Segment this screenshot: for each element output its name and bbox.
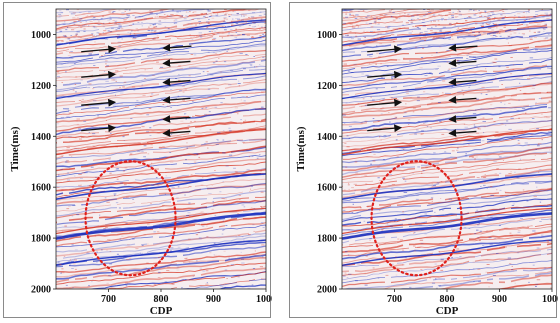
y-tick-label: 1600 — [317, 183, 337, 194]
x-tick-label: 700 — [101, 294, 116, 305]
fault-arrow-left-pointing — [162, 129, 191, 137]
x-tick-label: 1000 — [542, 294, 558, 305]
x-tick-label: 800 — [154, 294, 169, 305]
fault-arrow-left-pointing — [162, 78, 191, 86]
fault-arrow-left-pointing — [448, 78, 477, 86]
y-tick-label: 1200 — [317, 81, 337, 92]
y-tick-label: 1000 — [31, 30, 51, 41]
x-tick-label: 1000 — [256, 294, 272, 305]
y-tick-label: 1400 — [317, 132, 337, 143]
y-tick-label: 2000 — [317, 285, 337, 296]
fault-arrow-left-pointing — [448, 129, 477, 137]
seismic-panel-left: 700 800 900 1000 1000 1200 1400 1600 1800 2000 CDP… — [3, 2, 272, 318]
fault-arrow-left-pointing — [448, 59, 477, 67]
y-tick-label: 1000 — [317, 30, 337, 41]
y-tick-label: 1200 — [31, 81, 51, 92]
y-tick-label: 1600 — [31, 183, 51, 194]
y-tick-label: 1800 — [31, 234, 51, 245]
x-tick-label: 900 — [206, 294, 221, 305]
fault-arrow-right-pointing — [81, 124, 117, 133]
fault-arrow-right-pointing — [367, 70, 403, 79]
x-tick-label: 800 — [440, 294, 455, 305]
fault-arrow-right-pointing — [367, 45, 403, 54]
seismic-panel-right: 700 800 900 1000 1000 1200 1400 1600 1800 2000 CDP… — [289, 2, 558, 318]
fault-arrow-right-pointing — [367, 124, 403, 133]
y-axis-label: Time(ms) — [295, 126, 307, 171]
y-tick-label: 1800 — [317, 234, 337, 245]
fault-arrow-left-pointing — [162, 115, 191, 123]
fault-arrow-left-pointing — [162, 43, 192, 52]
x-axis-label: CDP — [150, 305, 173, 317]
fault-arrow-right-pointing — [367, 98, 403, 107]
x-axis-label: CDP — [436, 305, 459, 317]
y-tick-label: 1400 — [31, 132, 51, 143]
seismic-section-right: 700 800 900 1000 1000 1200 1400 1600 1800 2000 CDP… — [295, 8, 558, 317]
fault-arrow-right-pointing — [81, 45, 117, 54]
fault-arrow-left-pointing — [162, 59, 191, 67]
fault-arrow-right-pointing — [81, 98, 117, 107]
y-tick-label: 2000 — [31, 285, 51, 296]
seismic-image — [56, 9, 266, 289]
fault-arrow-left-pointing — [448, 95, 477, 104]
fault-arrow-right-pointing — [81, 70, 117, 79]
fault-arrow-left-pointing — [448, 115, 477, 123]
seismic-section-left: 700 800 900 1000 1000 1200 1400 1600 1800 2000 CDP… — [9, 8, 272, 317]
x-tick-label: 900 — [492, 294, 507, 305]
fault-arrow-left-pointing — [162, 95, 191, 104]
highlight-ellipse — [84, 160, 177, 277]
highlight-ellipse — [370, 160, 463, 277]
y-axis-label: Time(ms) — [9, 126, 21, 171]
seismic-image — [342, 9, 552, 289]
fault-arrow-left-pointing — [448, 43, 478, 52]
x-tick-label: 700 — [387, 294, 402, 305]
